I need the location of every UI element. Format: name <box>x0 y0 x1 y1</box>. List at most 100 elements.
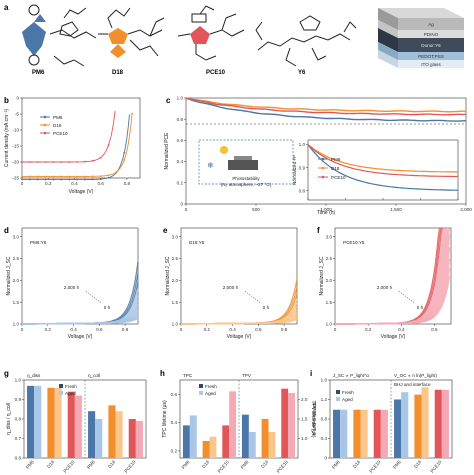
i-bar-aged-pce10 <box>380 409 388 458</box>
g-bar-aged-pce10 <box>74 395 82 458</box>
h-xtick: PCE10 <box>276 459 289 474</box>
b-point <box>123 159 126 161</box>
panel-g-label: g <box>4 369 9 378</box>
h-ytick: 0.6 <box>171 392 178 397</box>
b-curve-d18 <box>22 113 133 177</box>
d-ytick: 1.5 <box>13 300 20 305</box>
h-bar-fresh-d18 <box>261 419 269 458</box>
b-point <box>52 175 55 178</box>
panel-d: d 0 0.2 0.4 0.6 0.8 1.0 1.5 2.0 2.5 3.0 PM6:Y6 2,000… <box>4 226 139 340</box>
b-point <box>21 178 23 181</box>
c-xtick: 1,500 <box>390 207 402 212</box>
h-xtick: D18 <box>260 459 270 469</box>
b-point <box>123 151 126 154</box>
device-stack: Ag PDINO Donor:Y6 PEDOT:PSS ITO glass <box>378 8 464 68</box>
e-jv-curve <box>181 293 298 325</box>
d-blend-label: PM6:Y6 <box>30 240 47 245</box>
e-xtick: 0.6 <box>255 327 262 332</box>
b-point <box>21 161 23 163</box>
photostability-box: ❄ Photostability (N₂ atmosphere, ~27 °C) <box>198 139 294 187</box>
b-point <box>29 161 31 163</box>
g-ylabel: η_diss / η_coll <box>6 403 12 435</box>
h-bar-fresh-pm6 <box>241 414 249 458</box>
c-legend-d18: D18 <box>331 166 340 171</box>
e-jv-curve <box>181 318 298 325</box>
c-inset-curve-pm6 <box>307 144 458 191</box>
b-ytick: -20 <box>12 160 19 165</box>
e-ylabel: Normalized J_SC <box>165 256 171 295</box>
b-point <box>44 161 47 163</box>
f-ytick: 2.0 <box>326 278 333 283</box>
g-xtick: PM6 <box>25 459 35 470</box>
i-ytick: 0 <box>324 456 327 461</box>
panel-e-label: e <box>163 226 168 235</box>
g-xtick: D18 <box>46 459 56 469</box>
d-ylabel: Normalized J_SC <box>6 256 12 295</box>
b-xlabel: Voltage (V) <box>69 189 94 195</box>
g-bar-fresh-d18 <box>108 405 116 458</box>
c-legend: PM6 D18 PCE10 <box>318 157 346 180</box>
d-jv-curve <box>22 295 139 325</box>
d-arrow-end: 0 h <box>104 305 111 310</box>
c-xtick: 2,000 <box>460 207 472 212</box>
pce10-name: PCE10 <box>206 70 226 76</box>
b-curve-pm6 <box>22 114 130 181</box>
h-bar-aged-pce10 <box>229 391 237 458</box>
b-point <box>68 175 71 178</box>
g-bar-fresh-d18 <box>47 387 55 458</box>
g-bar-aged-d18 <box>115 411 123 458</box>
d-ytick: 2.5 <box>13 256 20 261</box>
c-curve-pm6 <box>185 97 467 122</box>
b-xtick: 0.4 <box>71 181 78 186</box>
c-annotation: Photostability <box>232 176 260 181</box>
c-curve-pce10 <box>185 97 467 116</box>
g-group1: η_diss <box>27 373 41 378</box>
h-bar-aged-d18 <box>209 436 217 458</box>
pm6-name: PM6 <box>32 70 45 76</box>
c-inset-ytick: 0.9 <box>299 165 306 170</box>
i-xtick: D18 <box>413 459 423 469</box>
panel-b-label: b <box>4 96 9 105</box>
g-xtick: PM6 <box>86 459 96 470</box>
b-point <box>76 178 78 181</box>
panel-b: b 0 0.2 0.4 0.6 0.8 -25 -20 -15 -10 -5 0 Voltage (… <box>4 96 141 195</box>
g-bar-fresh-pce10 <box>67 391 75 458</box>
h-ylabel: TPC lifetime (μs) <box>162 400 168 438</box>
d-xtick: 0.6 <box>96 327 103 332</box>
e-xtick: 0.4 <box>229 327 236 332</box>
c-legend-pm6: PM6 <box>331 157 341 162</box>
f-ytick: 1.5 <box>326 300 333 305</box>
f-ytick: 3.0 <box>326 234 333 239</box>
e-xlabel: Voltage (V) <box>227 334 252 340</box>
g-bar-aged-pce10 <box>135 420 143 458</box>
e-xtick: 0 <box>180 327 183 332</box>
i-bar-fresh-pce10 <box>434 389 442 458</box>
i-bar-aged-pm6 <box>401 392 409 458</box>
f-xtick: 0.4 <box>398 327 405 332</box>
pm6-structure <box>22 4 97 67</box>
b-point <box>36 178 39 181</box>
e-jv-curve <box>181 278 298 325</box>
g-xtick: D18 <box>107 459 117 469</box>
f-arrow-start: 2,000 h <box>377 285 393 290</box>
f-xtick: 0.6 <box>431 327 438 332</box>
b-point <box>91 178 94 181</box>
device-top-icon <box>234 156 252 160</box>
b-point <box>115 171 118 173</box>
d-ytick: 1.0 <box>13 322 20 327</box>
h-ytick2: 1.0 <box>301 436 308 441</box>
g-ytick: 0.9 <box>15 397 22 402</box>
i-group-note: BHJ and interface <box>394 382 431 387</box>
c-ytick: 0 <box>180 202 183 207</box>
f-ylabel: Normalized J_SC <box>319 256 325 295</box>
d-jv-curve <box>22 289 139 325</box>
i-ylabel: α and n values <box>312 402 318 435</box>
i-bar-aged-pm6 <box>340 409 348 458</box>
b-ytick: -15 <box>12 144 19 149</box>
g-ytick: 0.8 <box>15 417 22 422</box>
c-curve-d18 <box>185 97 466 113</box>
i-xtick: PCE10 <box>368 459 381 474</box>
e-ytick: 1.5 <box>172 300 179 305</box>
i-ytick: 1.2 <box>321 397 328 402</box>
b-point <box>36 161 39 163</box>
